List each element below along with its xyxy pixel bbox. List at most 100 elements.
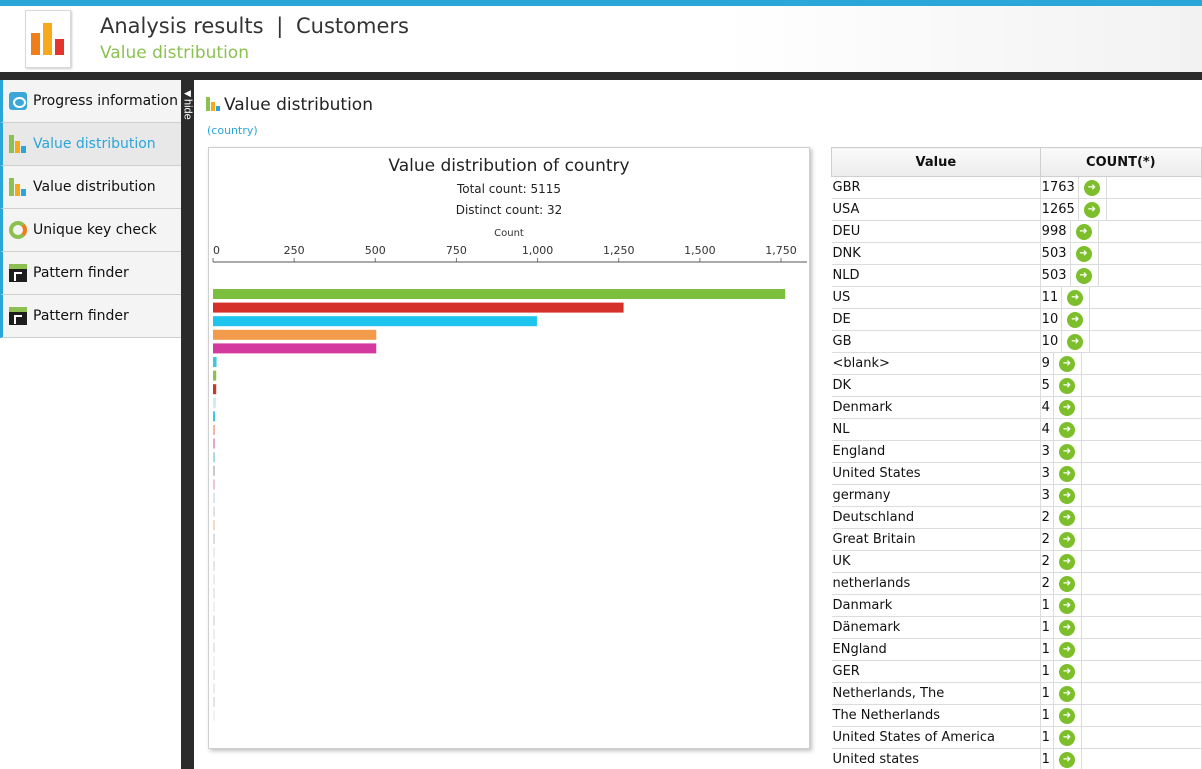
drill-down-arrow-icon[interactable] — [1058, 575, 1075, 592]
sidebar-item-value-distribution-1[interactable]: Value distribution — [0, 123, 181, 166]
drill-down-arrow-icon[interactable] — [1058, 641, 1075, 658]
bar-4[interactable] — [213, 343, 377, 354]
hide-label: hide — [181, 99, 194, 120]
bar-10[interactable] — [213, 425, 215, 435]
drill-down-arrow-icon[interactable] — [1058, 465, 1075, 482]
drill-down-arrow-icon[interactable] — [1058, 399, 1075, 416]
count-value: 3 — [1041, 463, 1054, 484]
drill-down-arrow-icon[interactable] — [1075, 267, 1092, 284]
count-cell: 4 — [1040, 396, 1202, 419]
drill-down-arrow-icon[interactable] — [1058, 377, 1075, 394]
bar-9[interactable] — [213, 411, 215, 422]
hide-sidebar-toggle[interactable]: ◀ hide — [181, 86, 194, 134]
table-row: germany 3 — [831, 484, 1202, 507]
bar-25[interactable] — [213, 629, 215, 639]
bar-17[interactable] — [213, 520, 215, 531]
bar-2[interactable] — [213, 316, 537, 327]
count-cell-spacer — [1080, 595, 1201, 616]
count-cell-spacer — [1097, 265, 1202, 286]
count-cell-spacer — [1080, 683, 1201, 704]
drill-down-arrow-icon[interactable] — [1058, 707, 1075, 724]
count-cell: 11 — [1040, 286, 1202, 309]
count-cell-spacer — [1080, 551, 1201, 572]
bar-6[interactable] — [213, 370, 217, 381]
drill-down-arrow-icon[interactable] — [1058, 597, 1075, 614]
bar-24[interactable] — [213, 615, 215, 626]
drill-down-arrow-icon[interactable] — [1058, 355, 1075, 372]
drill-down-arrow-icon[interactable] — [1067, 311, 1084, 328]
bar-31[interactable] — [213, 710, 215, 721]
bar-14[interactable] — [213, 479, 215, 490]
count-cell: 1 — [1040, 594, 1202, 617]
count-cell-spacer — [1105, 177, 1201, 198]
count-cell-spacer — [1080, 485, 1201, 506]
count-cell-spacer — [1097, 221, 1202, 242]
chart-svg: Value distribution of country Total coun… — [212, 156, 807, 721]
bar-22[interactable] — [213, 588, 215, 599]
bar-1[interactable] — [213, 302, 624, 313]
drill-down-arrow-icon[interactable] — [1058, 509, 1075, 526]
bar-0[interactable] — [213, 289, 786, 299]
drill-down-arrow-icon[interactable] — [1058, 619, 1075, 636]
bar-8[interactable] — [213, 397, 216, 408]
table-row: GER 1 — [831, 660, 1202, 683]
count-value: 1 — [1041, 639, 1054, 660]
bar-3[interactable] — [213, 329, 377, 340]
value-cell: Danmark — [831, 594, 1041, 617]
bar-7[interactable] — [213, 384, 217, 395]
table-row: US 11 — [831, 286, 1202, 309]
count-cell: 5 — [1040, 374, 1202, 397]
column-header-count[interactable]: COUNT(*) — [1039, 147, 1202, 177]
bar-13[interactable] — [213, 465, 215, 476]
count-value: 3 — [1041, 485, 1054, 506]
count-cell-spacer — [1089, 287, 1201, 308]
sidebar-item-pattern-finder-2[interactable]: Pattern finder — [0, 295, 181, 338]
drill-down-arrow-icon[interactable] — [1058, 729, 1075, 746]
drill-down-arrow-icon[interactable] — [1058, 663, 1075, 680]
drill-down-arrow-icon[interactable] — [1058, 685, 1075, 702]
drill-down-arrow-icon[interactable] — [1058, 553, 1075, 570]
bar-11[interactable] — [213, 438, 215, 449]
sidebar-item-unique-key-check[interactable]: Unique key check — [0, 209, 181, 252]
x-tick-label: 1,250 — [603, 244, 635, 257]
bar-18[interactable] — [213, 533, 215, 544]
drill-down-arrow-icon[interactable] — [1083, 201, 1100, 218]
drill-down-arrow-icon[interactable] — [1067, 289, 1084, 306]
x-axis-label: Count — [494, 228, 524, 239]
bar-20[interactable] — [213, 561, 215, 571]
drill-down-arrow-icon[interactable] — [1075, 223, 1092, 240]
drill-down-arrow-icon[interactable] — [1067, 333, 1084, 350]
bar-12[interactable] — [213, 452, 215, 463]
drill-down-arrow-icon[interactable] — [1058, 487, 1075, 504]
bar-16[interactable] — [213, 506, 215, 517]
drill-down-arrow-icon[interactable] — [1075, 245, 1092, 262]
bar-21[interactable] — [213, 574, 215, 585]
bar-27[interactable] — [213, 656, 215, 667]
table-row: England 3 — [831, 440, 1202, 463]
bar-29[interactable] — [213, 683, 215, 694]
drill-down-arrow-icon[interactable] — [1058, 443, 1075, 460]
bar-28[interactable] — [213, 669, 215, 680]
count-cell-spacer — [1097, 243, 1202, 264]
column-header-value[interactable]: Value — [831, 147, 1041, 177]
bar-5[interactable] — [213, 357, 217, 367]
sidebar-item-progress-information[interactable]: Progress information — [0, 80, 181, 123]
count-cell: 3 — [1040, 484, 1202, 507]
count-cell-spacer — [1080, 705, 1201, 726]
bar-23[interactable] — [213, 601, 215, 612]
drill-down-arrow-icon[interactable] — [1058, 421, 1075, 438]
count-value: 1 — [1041, 661, 1054, 682]
x-tick-label: 1,000 — [522, 244, 554, 257]
sidebar-item-pattern-finder-1[interactable]: Pattern finder — [0, 252, 181, 295]
sidebar-item-value-distribution-2[interactable]: Value distribution — [0, 166, 181, 209]
table-row: NL 4 — [831, 418, 1202, 441]
drill-down-arrow-icon[interactable] — [1058, 531, 1075, 548]
drill-down-arrow-icon[interactable] — [1083, 179, 1100, 196]
drill-down-arrow-icon[interactable] — [1058, 751, 1075, 768]
value-cell: Great Britain — [831, 528, 1041, 551]
bar-19[interactable] — [213, 547, 215, 558]
bar-15[interactable] — [213, 493, 215, 503]
bar-26[interactable] — [213, 642, 215, 653]
table-row: United States of America 1 — [831, 726, 1202, 749]
bar-30[interactable] — [213, 697, 215, 707]
